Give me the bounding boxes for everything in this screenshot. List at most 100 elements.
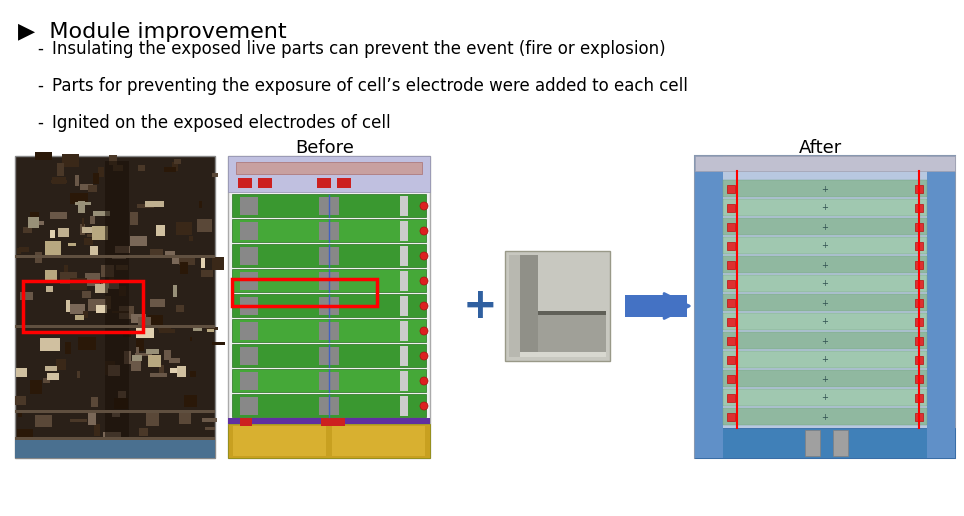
Bar xyxy=(130,212,138,225)
Bar xyxy=(319,222,339,240)
Bar xyxy=(723,351,927,368)
Text: -: - xyxy=(37,114,43,132)
Bar xyxy=(723,256,927,273)
Bar xyxy=(81,439,94,447)
Bar xyxy=(727,261,735,269)
Bar xyxy=(321,418,333,426)
Bar xyxy=(232,219,426,242)
Bar xyxy=(82,218,84,226)
Bar xyxy=(19,247,29,251)
Bar xyxy=(727,318,735,326)
Bar xyxy=(240,272,258,290)
Bar xyxy=(64,442,79,455)
Bar xyxy=(228,156,430,192)
Bar xyxy=(149,249,163,255)
Bar xyxy=(173,257,182,265)
Bar xyxy=(228,418,430,424)
Text: Insulating the exposed live parts can prevent the event (fire or explosion): Insulating the exposed live parts can pr… xyxy=(52,40,665,58)
Bar xyxy=(199,201,202,208)
Bar xyxy=(319,297,339,315)
Bar xyxy=(70,304,85,314)
Bar xyxy=(190,337,192,341)
Bar xyxy=(45,241,61,255)
Bar xyxy=(319,247,339,265)
Bar xyxy=(76,372,80,378)
Bar xyxy=(319,397,339,415)
Bar xyxy=(727,242,735,250)
Circle shape xyxy=(420,277,428,285)
Bar xyxy=(509,255,520,357)
Bar xyxy=(204,427,215,430)
Bar xyxy=(115,398,128,409)
Bar xyxy=(201,437,213,450)
Bar xyxy=(148,315,163,325)
Bar xyxy=(122,330,130,337)
Text: After: After xyxy=(798,139,842,157)
Bar xyxy=(112,256,126,260)
Bar xyxy=(78,201,85,213)
Bar xyxy=(70,419,87,422)
Bar xyxy=(69,279,87,290)
Bar xyxy=(58,452,65,455)
Bar xyxy=(92,226,108,240)
Text: +: + xyxy=(821,185,828,194)
Text: Parts for preventing the exposure of cell’s electrode were added to each cell: Parts for preventing the exposure of cel… xyxy=(52,77,688,95)
Bar xyxy=(146,349,159,354)
Bar xyxy=(50,230,55,237)
Bar xyxy=(317,178,331,188)
Bar xyxy=(30,212,40,222)
Bar xyxy=(727,413,735,421)
Bar xyxy=(197,219,212,232)
Bar xyxy=(61,438,68,449)
Bar xyxy=(16,248,21,254)
Bar xyxy=(94,173,99,184)
Bar xyxy=(727,356,735,364)
Bar xyxy=(228,424,430,458)
Bar xyxy=(94,424,100,436)
Text: +: + xyxy=(821,203,828,213)
Bar xyxy=(833,430,848,456)
Bar xyxy=(104,297,111,309)
Bar xyxy=(97,167,104,177)
Bar xyxy=(179,262,188,274)
Bar xyxy=(240,347,258,365)
Bar xyxy=(207,329,214,332)
Bar xyxy=(176,305,184,312)
Bar xyxy=(400,321,408,341)
Bar xyxy=(400,371,408,391)
Bar xyxy=(19,293,33,299)
Bar xyxy=(137,347,139,361)
Bar xyxy=(539,311,606,315)
Bar xyxy=(131,361,142,370)
Bar xyxy=(184,395,197,407)
Bar xyxy=(90,216,95,224)
Bar xyxy=(179,255,195,265)
Bar xyxy=(45,270,57,283)
Bar xyxy=(113,165,123,171)
Circle shape xyxy=(420,377,428,385)
Bar xyxy=(173,285,177,297)
Bar xyxy=(915,185,923,193)
Bar xyxy=(44,366,58,372)
Bar xyxy=(89,299,106,311)
Bar xyxy=(723,180,927,197)
Bar xyxy=(113,160,118,170)
Bar xyxy=(233,426,326,456)
Bar xyxy=(189,236,193,241)
Bar xyxy=(695,428,955,458)
Bar xyxy=(727,280,735,288)
Bar xyxy=(727,204,735,212)
Bar xyxy=(927,156,955,458)
Bar xyxy=(232,194,426,217)
Bar xyxy=(15,440,215,458)
Bar xyxy=(333,418,345,426)
Bar xyxy=(727,299,735,307)
Bar xyxy=(400,346,408,366)
Bar xyxy=(58,163,65,175)
Circle shape xyxy=(420,402,428,410)
Text: +: + xyxy=(821,261,828,269)
Bar xyxy=(240,322,258,340)
Bar xyxy=(202,418,217,423)
Bar xyxy=(240,372,258,390)
Text: +: + xyxy=(821,280,828,288)
